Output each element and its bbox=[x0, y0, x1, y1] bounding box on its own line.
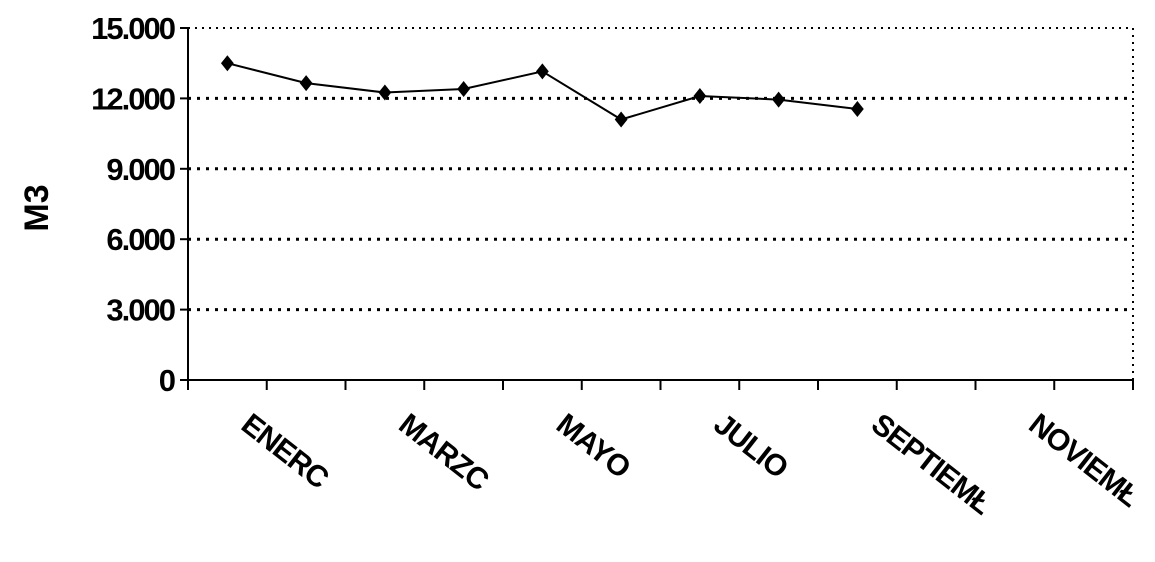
data-point-marker bbox=[457, 81, 471, 98]
y-axis-label: M3 bbox=[18, 184, 56, 231]
y-axis-ticks: 0 3.000 6.000 9.000 12.000 15.000 bbox=[91, 11, 188, 398]
y-tick-label: 12.000 bbox=[91, 81, 175, 116]
x-tick-label: JULIO bbox=[708, 408, 795, 486]
data-point-marker bbox=[850, 100, 864, 117]
series-line bbox=[220, 55, 864, 128]
y-tick-label: 6.000 bbox=[106, 222, 174, 257]
x-tick-label: ENERC bbox=[235, 408, 334, 496]
data-point-marker bbox=[535, 63, 549, 80]
x-tick-label: SEPTIEMŁ bbox=[865, 408, 998, 522]
data-point-marker bbox=[378, 84, 392, 101]
x-axis-ticks: ENERC MARZC MAYO JULIO SEPTIEMŁ NOVIEMŁ bbox=[187, 380, 1146, 522]
data-point-marker bbox=[772, 91, 786, 108]
gridlines bbox=[188, 96, 1133, 312]
x-tick-label: MARZC bbox=[393, 408, 495, 498]
data-point-marker bbox=[220, 55, 234, 72]
y-tick-label: 9.000 bbox=[106, 152, 174, 187]
x-tick-label: NOVIEMŁ bbox=[1023, 408, 1146, 514]
data-point-marker bbox=[693, 88, 707, 105]
plot-area bbox=[180, 27, 1134, 388]
data-point-marker bbox=[614, 111, 628, 128]
data-point-marker bbox=[299, 75, 313, 92]
y-tick-label: 15.000 bbox=[91, 11, 175, 46]
x-tick-label: MAYO bbox=[550, 408, 636, 486]
y-tick-label: 3.000 bbox=[106, 293, 174, 328]
y-tick-label: 0 bbox=[159, 363, 175, 398]
